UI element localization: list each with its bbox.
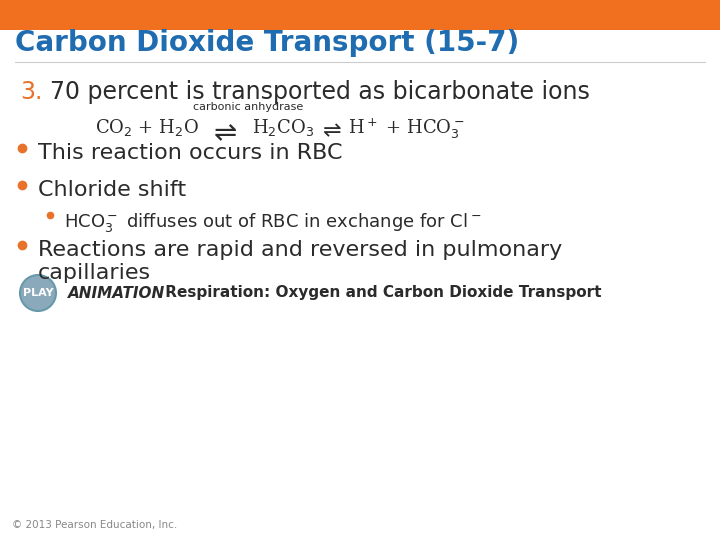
Text: PLAY: PLAY (23, 288, 53, 298)
Text: This reaction occurs in RBC: This reaction occurs in RBC (38, 143, 343, 163)
Text: 70 percent is transported as bicarbonate ions: 70 percent is transported as bicarbonate… (50, 80, 590, 104)
Text: HCO$_3^-$ diffuses out of RBC in exchange for Cl$^-$: HCO$_3^-$ diffuses out of RBC in exchang… (64, 211, 482, 234)
Text: ANIMATION: ANIMATION (68, 286, 166, 300)
Text: H$_2$CO$_3$: H$_2$CO$_3$ (252, 117, 314, 138)
Text: carbonic anhydrase: carbonic anhydrase (193, 102, 303, 112)
Text: H$^+$ + HCO$_3^-$: H$^+$ + HCO$_3^-$ (348, 117, 464, 141)
Text: Carbon Dioxide Transport (15-7): Carbon Dioxide Transport (15-7) (15, 29, 519, 57)
Text: 3.: 3. (20, 80, 42, 104)
Bar (0, 0, 720, 30)
Text: © 2013 Pearson Education, Inc.: © 2013 Pearson Education, Inc. (12, 520, 177, 530)
Text: Chloride shift: Chloride shift (38, 180, 186, 200)
Text: Reactions are rapid and reversed in pulmonary: Reactions are rapid and reversed in pulm… (38, 240, 562, 260)
Text: $\rightleftharpoons$: $\rightleftharpoons$ (208, 120, 238, 147)
Text: CO$_2$ + H$_2$O: CO$_2$ + H$_2$O (95, 117, 199, 138)
Text: $\rightleftharpoons$: $\rightleftharpoons$ (318, 120, 342, 142)
Text: Respiration: Oxygen and Carbon Dioxide Transport: Respiration: Oxygen and Carbon Dioxide T… (160, 286, 601, 300)
Circle shape (20, 275, 56, 311)
Text: capillaries: capillaries (38, 263, 151, 283)
